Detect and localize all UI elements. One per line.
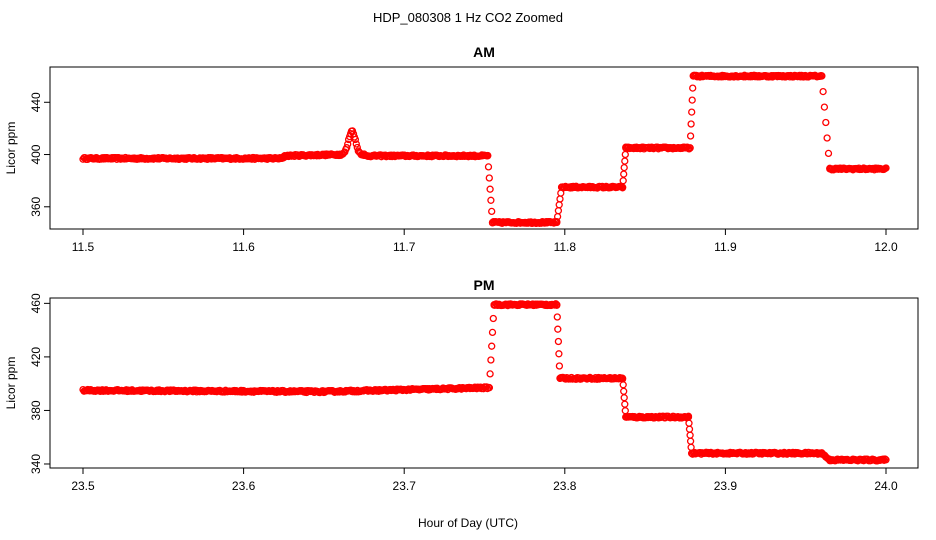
pm-x-tick-label: 23.7 xyxy=(393,479,417,493)
pm-x-tick-label: 23.8 xyxy=(553,479,577,493)
pm-y-tick-label: 380 xyxy=(29,400,43,420)
am-data-point xyxy=(688,108,696,116)
am-y-axis-label: Licor ppm xyxy=(4,122,18,175)
chart-title: HDP_080308 1 Hz CO2 Zoomed xyxy=(373,10,563,25)
pm-data-point xyxy=(488,342,496,350)
am-data-point xyxy=(689,84,697,92)
pm-x-tick-label: 23.9 xyxy=(714,479,738,493)
pm-y-tick-label: 460 xyxy=(29,293,43,313)
am-x-tick-label: 11.7 xyxy=(393,240,416,254)
pm-data-point xyxy=(620,387,628,395)
pm-data-point xyxy=(487,356,495,364)
am-data-point xyxy=(621,157,629,165)
am-x-tick-label: 11.9 xyxy=(714,240,737,254)
am-y-tick-label: 400 xyxy=(29,144,43,164)
pm-x-tick-label: 24.0 xyxy=(874,479,898,493)
am-data-point xyxy=(487,196,495,204)
pm-data-point xyxy=(881,455,889,463)
pm-data-point xyxy=(685,419,693,427)
pm-x-ticks: 23.5 23.6 23.7 23.8 23.9 24.0 xyxy=(71,468,898,493)
am-data-point xyxy=(686,144,694,152)
pm-data-point xyxy=(554,325,562,333)
pm-y-axis-label: Licor ppm xyxy=(4,357,18,410)
am-data-point xyxy=(351,135,360,144)
pm-data-point xyxy=(553,301,561,309)
pm-data-point xyxy=(555,362,564,370)
pm-data-point xyxy=(882,456,890,464)
pm-y-ticks: 340 380 420 460 xyxy=(29,293,50,474)
am-x-tick-label: 11.8 xyxy=(554,240,577,254)
am-data-point xyxy=(353,143,361,152)
pm-y-tick-label: 420 xyxy=(29,347,43,367)
am-data-point xyxy=(620,163,628,172)
pm-panel-title: PM xyxy=(474,277,495,293)
pm-data-point xyxy=(685,425,694,433)
pm-data-point xyxy=(554,337,563,346)
pm-data-point xyxy=(488,328,497,337)
am-panel: AM Licor ppm 11.5 11.6 11.7 11.8 11.9 12.0 36… xyxy=(4,44,919,254)
am-data-point xyxy=(488,207,496,216)
am-data-point xyxy=(620,170,628,178)
am-plot-frame xyxy=(49,66,919,230)
am-data-point xyxy=(343,144,351,152)
pm-data-point xyxy=(619,381,627,389)
pm-data-point xyxy=(553,313,561,321)
am-data-point xyxy=(823,134,831,142)
pm-x-tick-label: 23.6 xyxy=(232,479,256,493)
pm-x-tick-label: 23.5 xyxy=(71,479,95,493)
am-y-tick-label: 440 xyxy=(29,92,43,112)
am-data-point xyxy=(484,163,493,171)
x-axis-label: Hour of Day (UTC) xyxy=(418,516,518,530)
am-data-point xyxy=(555,201,563,209)
am-y-ticks: 360 400 440 xyxy=(29,92,50,217)
am-data-point xyxy=(352,140,360,148)
am-data-point xyxy=(556,195,564,203)
pm-data-point xyxy=(489,314,497,323)
pm-plot-frame xyxy=(49,297,919,469)
am-data-point xyxy=(685,145,693,153)
am-x-tick-label: 11.6 xyxy=(232,240,255,254)
am-y-tick-label: 360 xyxy=(29,196,43,216)
pm-data-points xyxy=(79,300,890,465)
am-data-point xyxy=(820,103,829,111)
am-data-point xyxy=(686,132,695,140)
pm-data-point xyxy=(686,437,695,445)
pm-data-point xyxy=(555,350,563,358)
am-data-point xyxy=(882,164,890,172)
am-data-point xyxy=(818,72,826,80)
am-x-tick-label: 12.0 xyxy=(874,240,898,254)
am-data-point xyxy=(619,177,627,185)
am-data-point xyxy=(484,152,492,160)
am-data-point xyxy=(344,140,352,148)
pm-data-point xyxy=(485,384,493,392)
pm-data-point xyxy=(686,431,694,439)
am-data-point xyxy=(687,120,695,128)
am-data-point xyxy=(824,149,833,158)
am-data-point xyxy=(621,150,629,159)
am-data-point xyxy=(688,96,696,104)
am-panel-title: AM xyxy=(473,44,495,60)
pm-panel: PM Licor ppm 23.5 23.6 23.7 23.8 23.9 24.0 34… xyxy=(4,277,919,493)
pm-data-point xyxy=(621,400,629,408)
pm-data-point xyxy=(621,407,629,415)
am-x-tick-label: 11.5 xyxy=(72,240,95,254)
pm-data-point xyxy=(486,370,494,378)
am-data-point xyxy=(486,185,494,193)
pm-data-point xyxy=(620,394,628,402)
am-data-point xyxy=(485,174,493,182)
pm-y-tick-label: 340 xyxy=(29,454,43,474)
am-x-ticks: 11.5 11.6 11.7 11.8 11.9 12.0 xyxy=(72,229,898,254)
am-data-point xyxy=(554,207,563,215)
am-data-points xyxy=(79,71,890,228)
am-data-point xyxy=(822,118,830,127)
am-data-point xyxy=(819,87,827,96)
